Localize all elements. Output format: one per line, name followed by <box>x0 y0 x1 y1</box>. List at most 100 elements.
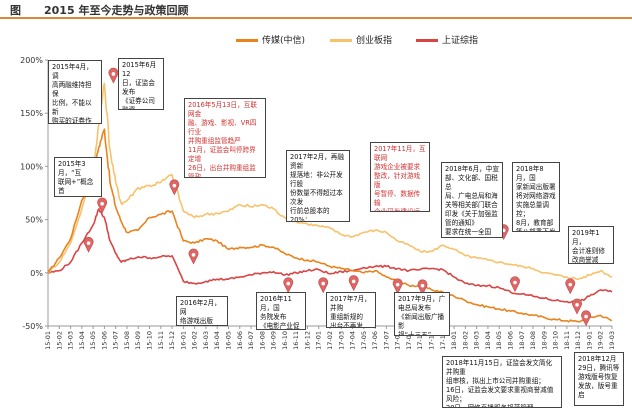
event-marker-dot <box>321 281 326 286</box>
x-tick-label: 17-03 <box>337 331 345 350</box>
annotation-line: 2016年5月13日，互联网金 <box>188 101 257 118</box>
annotation-2017-02: 2017年2月，再融资新 规落地：非公开发行股 份数量不得超过本次发 行前总股本的20… <box>286 150 350 222</box>
annotation-2018-08: 2018年8月，国 家新闻出版署 将对网络游戏 实施总量调控； 8月，教育部 等八部委下发… <box>512 162 560 232</box>
x-tick-label: 18-04 <box>484 331 492 350</box>
x-tick-label: 17-11 <box>428 331 436 350</box>
y-tick-label: -50% <box>22 322 43 331</box>
annotation-line: 《电影产业促进 <box>260 322 300 330</box>
x-tick-label: 15-01 <box>44 331 52 350</box>
x-tick-label: 18-02 <box>461 331 469 350</box>
annotation-2019-01: 2019年1月，会计准则修改商誉减值评估 <box>568 226 614 264</box>
x-tick-label: 16-07 <box>247 331 255 350</box>
annotation-line: 2016年2月，网 <box>180 299 221 316</box>
x-tick-label: 18-11 <box>563 331 571 350</box>
annotation-line: 规落地：非公开发行股 <box>290 171 343 188</box>
annotation-2016-05: 2016年5月13日，互联网金 融、游戏、影视、VR四行业 并购重组监管趋严 11月，… <box>184 98 266 178</box>
series-line-2 <box>47 208 613 305</box>
annotation-line: 市场、税收、数据 <box>445 237 499 238</box>
x-tick-label: 17-07 <box>382 331 390 350</box>
annotation-line: 2015年3月，“互 <box>58 160 86 177</box>
x-tick-label: 15-04 <box>78 331 86 350</box>
event-marker-dot <box>568 282 573 287</box>
x-tick-label: 17-04 <box>349 331 357 350</box>
x-tick-label: 15-06 <box>100 331 108 350</box>
x-tick-label: 16-08 <box>258 331 266 350</box>
series-line-1 <box>47 82 613 280</box>
annotation-line: 份数量不得超过本次发 <box>290 189 343 206</box>
annotation-line: 要求在统一全国 <box>445 228 492 236</box>
event-marker-dot <box>172 183 177 188</box>
annotation-line: 实施总量调控； <box>516 201 549 218</box>
annotation-line: 管的通知》 <box>445 219 478 227</box>
annotation-line: 改商誉减 <box>572 256 599 264</box>
annotation-line: 局、广电总局和海 <box>445 192 498 200</box>
x-tick-label: 16-12 <box>303 331 311 350</box>
annotation-2017-07: 2017年7月，并购重组新规的出台不再发布，不可减持 <box>326 292 376 328</box>
y-tick-label: 200% <box>20 56 43 65</box>
x-tick-label: 15-09 <box>134 331 142 350</box>
x-tick-label: 15-11 <box>157 331 165 350</box>
x-tick-label: 15-05 <box>89 331 97 350</box>
annotation-2016-02: 2016年2月，网络游戏出版审批开始 <box>176 296 228 326</box>
annotation-line: 20日，网络直播服务规范管理， <box>446 404 541 408</box>
annotation-2015-04: 2015年4月，调高两融维持担保比例，不能以新购买的证券作为担保物的比例由100… <box>48 60 102 124</box>
x-tick-label: 17-02 <box>326 331 334 350</box>
annotation-line: 家新闻出版署 <box>516 183 556 191</box>
annotation-line: 联网+”概念首 <box>58 178 94 195</box>
annotation-line: 关等相关部门联合 <box>445 201 498 209</box>
annotation-line: 26日，出台并购重组监管政 <box>188 164 256 178</box>
legend-item-media: 传媒(中信) <box>236 33 305 46</box>
figure-label: 图 <box>10 4 21 17</box>
legend-label: 传媒(中信) <box>262 36 306 46</box>
series-line-0 <box>47 128 613 323</box>
annotation-line: 部、文化部、国税总 <box>445 174 498 191</box>
annotation-line: 并购重组监管趋严 <box>188 137 241 145</box>
annotation-line: 2018年6月，中宣 <box>445 165 499 173</box>
x-tick-label: 16-09 <box>270 331 278 350</box>
annotation-line: 2017年11月，互联网 <box>374 145 426 162</box>
x-tick-label: 16-01 <box>179 331 187 350</box>
annotation-line: 号暂停、数据传输 <box>374 190 421 207</box>
annotation-line: 2017年9月，广 <box>398 295 446 303</box>
event-marker-dot <box>286 281 291 286</box>
annotation-line: 游戏版号恢复 <box>578 373 618 381</box>
annotation-line: 重组新规的 <box>330 313 363 321</box>
annotation-line: 2018年11月15日，证监会发文简化并购重 <box>446 359 553 376</box>
x-tick-label: 15-02 <box>55 331 63 350</box>
event-marker-dot <box>513 280 517 285</box>
legend-item-chinext: 创业板指 <box>330 33 392 46</box>
annotation-line: 2019年1月， <box>572 229 600 246</box>
x-tick-label: 15-08 <box>123 331 131 350</box>
annotation-2015-03: 2015年3月，“互联网+”概念首次写入《政府工作报告》 <box>54 157 102 197</box>
legend-label: 创业板指 <box>356 36 393 46</box>
annotation-2017-11: 2017年11月，互联网 游戏企业被要求 整改，针对游戏版 号暂停、数据传输 企业研发建… <box>370 142 430 212</box>
legend-swatch <box>330 39 352 42</box>
event-marker-dot <box>351 279 356 284</box>
event-marker-dot <box>111 72 116 76</box>
annotation-line: 日，证监会发布 <box>122 79 155 96</box>
x-tick-label: 18-06 <box>506 331 514 350</box>
x-tick-label: 17-12 <box>439 331 447 350</box>
legend-label: 上证综指 <box>442 36 479 46</box>
annotation-line: 2018年8月，国 <box>516 165 544 182</box>
x-tick-label: 18-08 <box>529 331 537 350</box>
annotation-line: 2018年12月 <box>578 355 617 363</box>
x-tick-label: 17-05 <box>360 331 368 350</box>
x-tick-label: 16-10 <box>281 331 289 350</box>
x-tick-label: 18-03 <box>473 331 481 350</box>
x-tick-label: 17-10 <box>416 331 424 350</box>
annotation-line: 组审核，拟出上市公司并购重组； <box>446 377 545 385</box>
x-tick-label: 17-01 <box>315 331 323 350</box>
annotation-line: 2017年2月，再融资新 <box>290 153 344 170</box>
x-tick-label: 18-05 <box>495 331 503 350</box>
event-marker-dot <box>395 282 400 287</box>
event-marker-dot <box>420 283 425 288</box>
event-marker-dot <box>191 253 196 257</box>
x-tick-label: 19-02 <box>597 331 605 350</box>
annotation-line: 2016年11月，国 <box>260 295 292 312</box>
annotation-line: 视“十三五” <box>398 331 432 336</box>
annotation-line: 2015年6月12 <box>122 61 157 78</box>
x-tick-label: 18-09 <box>540 331 548 350</box>
y-tick-label: 150% <box>20 109 43 118</box>
annotation-line: 比例，不能以新 <box>52 99 92 116</box>
